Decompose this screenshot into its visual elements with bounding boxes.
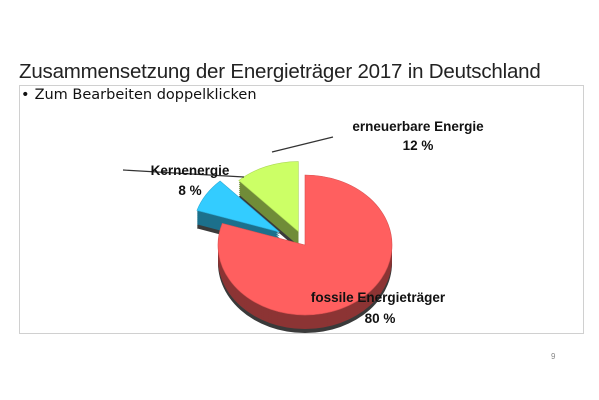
label-name-erneuerbare: erneuerbare Energie	[352, 119, 484, 134]
slide-title: Zusammensetzung der Energieträger 2017 i…	[19, 60, 541, 83]
label-value-kernenergie: 8 %	[178, 183, 201, 198]
label-value-fossile: 80 %	[365, 311, 396, 326]
page-number: 9	[551, 352, 556, 361]
slice-kernenergie	[196, 180, 280, 233]
slice-fossile-energietr-ger	[217, 174, 393, 316]
leader-line-erneuerbare	[271, 136, 334, 153]
slice-erneuerbare-energie	[238, 161, 299, 233]
pie-slices	[196, 161, 393, 316]
bullet-placeholder[interactable]: • Zum Bearbeiten doppelklicken	[21, 87, 257, 103]
bullet-text: Zum Bearbeiten doppelklicken	[34, 87, 257, 103]
label-value-erneuerbare: 12 %	[403, 138, 434, 153]
label-name-kernenergie: Kernenergie	[151, 163, 230, 178]
label-name-fossile: fossile Energieträger	[311, 290, 446, 305]
leader-line-kernenergie	[122, 169, 245, 178]
bullet-dot-icon: •	[21, 87, 30, 103]
